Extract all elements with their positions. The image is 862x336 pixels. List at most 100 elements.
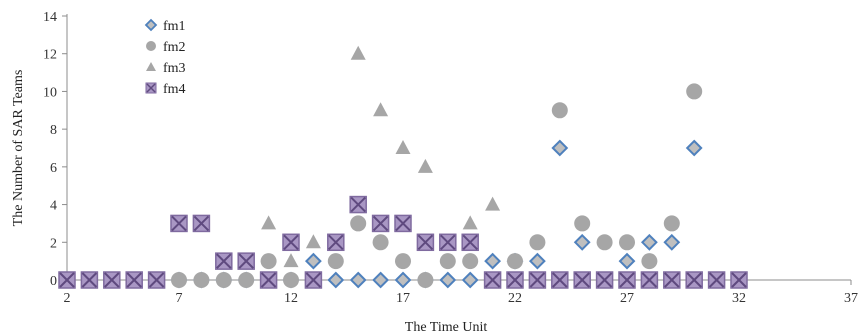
fm1-point [663,233,681,251]
fm4-point [259,271,278,289]
legend-label: fm2 [163,40,186,55]
fm3-point [395,140,411,154]
legend-marker [146,62,156,71]
x-tick-label: 2 [64,291,71,306]
marker-cross [731,272,747,288]
marker-cross [552,272,568,288]
x-axis-title: The Time Unit [405,320,488,335]
marker-cross [193,215,210,232]
fm2-point [193,272,210,288]
x-tick-label: 12 [284,291,298,306]
y-tick-label: 0 [50,274,57,289]
x-tick-label: 37 [844,291,858,306]
fm2-point [507,253,523,270]
fm4-point [439,233,457,252]
fm2-point [171,272,187,288]
fm1-point [484,252,502,270]
marker-cross [305,272,322,288]
marker-cross [574,272,590,288]
fm2-point [641,253,658,270]
y-tick-label: 6 [50,161,57,176]
fm2-point [372,234,389,251]
fm4-point [282,233,300,252]
marker-cross [417,234,434,250]
marker-cross [484,272,501,288]
fm4-point [663,271,681,289]
fm3-point [283,253,299,268]
marker-cross [148,272,165,288]
plot-area [58,45,748,289]
fm4-point [215,252,233,270]
fm1-point [528,252,546,270]
fm2-point [686,83,703,100]
fm3-point [305,234,321,249]
fm2-point [574,215,591,232]
fm4-point [304,271,323,289]
marker-cross [238,253,254,269]
fm2-point [327,253,344,270]
fm4-point [483,271,502,289]
series-fm2 [171,83,703,288]
fm4-point [730,271,748,289]
legend-entry-fm2: fm2 [146,40,186,55]
fm3-point [261,215,277,230]
fm2-point [395,253,411,270]
marker-cross [126,272,142,288]
fm4-point [618,271,636,289]
marker-cross [641,272,658,288]
fm2-point [215,272,232,288]
marker-cross [260,272,277,288]
legend-marker-cross [146,83,156,93]
fm1-point [327,271,345,289]
fm4-point [237,252,255,270]
fm2-point [439,253,456,270]
fm4-point [349,195,367,214]
fm1-point [573,233,591,251]
marker-cross [708,272,725,288]
series-fm4 [58,195,748,289]
legend-marker [144,18,158,32]
marker-cross [462,234,478,250]
fm4-point [58,271,76,289]
marker-cross [619,272,635,288]
marker-cross [216,253,232,269]
fm3-point [417,158,433,173]
fm1-point [640,233,658,251]
legend-label: fm3 [163,61,186,76]
fm3-point [485,196,501,211]
fm2-point [619,234,635,251]
fm4-point [528,271,547,289]
marker-cross [328,234,344,250]
fm2-point [663,215,680,232]
fm1-point [618,252,636,270]
series-fm3 [261,45,501,268]
y-tick-label: 10 [43,85,57,100]
legend-label: fm4 [163,82,186,97]
fm4-point [192,214,211,233]
fm2-point [283,272,299,288]
fm4-point [685,271,703,289]
fm4-point [595,271,614,289]
fm2-point [350,215,367,232]
fm1-point [685,139,703,157]
y-tick-label: 8 [50,123,57,138]
x-tick-labels: 2 7 12 17 22 27 32 37 [64,291,859,306]
fm2-point [551,102,568,119]
fm4-point [103,271,121,289]
fm1-point [551,139,569,157]
legend-entry-fm1: fm1 [144,18,186,34]
marker-cross [283,234,299,250]
y-tick-labels: 0 2 4 6 8 10 12 14 [43,10,57,289]
y-axis-title: The Number of SAR Teams [11,70,26,227]
marker-cross [507,272,523,288]
marker-cross [81,272,98,288]
fm3-point [373,102,389,117]
fm4-point [707,271,726,289]
fm4-point [461,233,479,252]
fm2-point [596,234,613,251]
marker-cross [395,215,411,232]
fm4-point [125,271,143,289]
fm4-point [394,214,412,233]
fm4-point [416,233,435,252]
